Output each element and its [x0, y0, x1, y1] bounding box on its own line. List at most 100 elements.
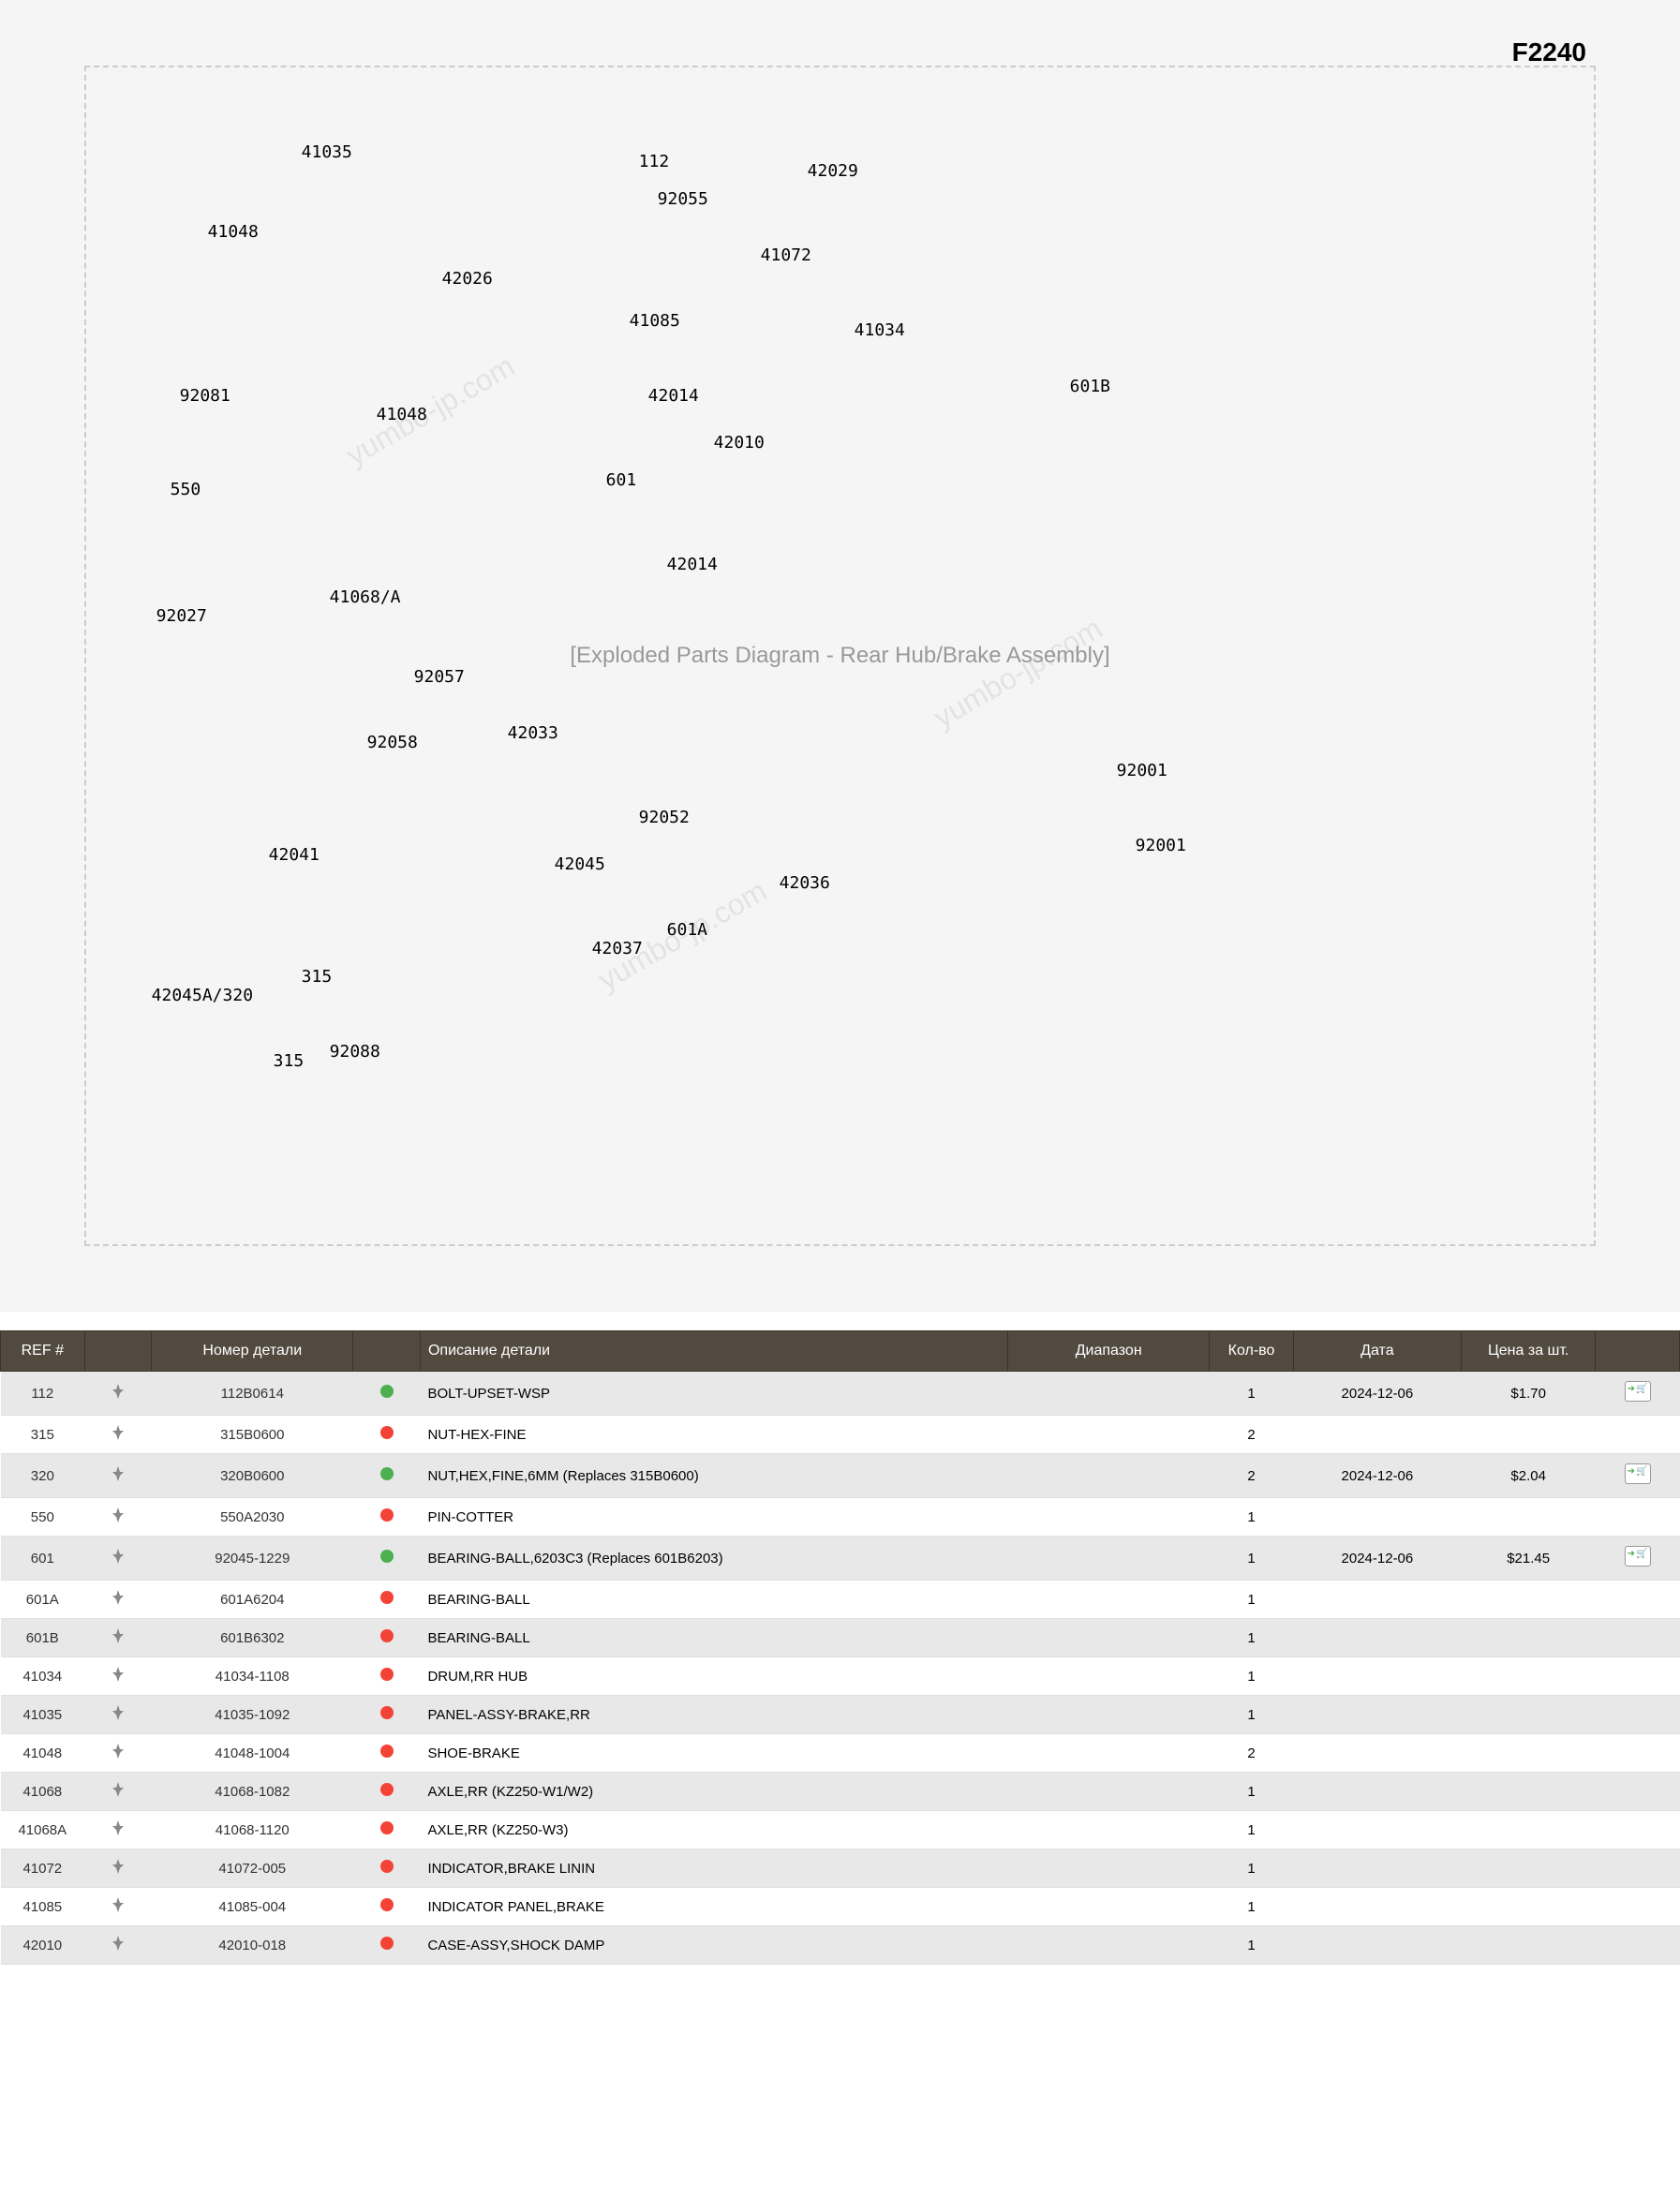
- cell-partno[interactable]: 601A6204: [152, 1581, 353, 1619]
- diagram-part-label[interactable]: 315: [274, 1051, 305, 1071]
- diagram-part-label[interactable]: 92001: [1117, 761, 1167, 780]
- diagram-part-label[interactable]: 92058: [367, 733, 418, 752]
- pin-icon[interactable]: [111, 1705, 126, 1720]
- diagram-part-label[interactable]: 601: [606, 470, 637, 490]
- diagram-part-label[interactable]: 315: [302, 967, 333, 987]
- diagram-part-label[interactable]: 92001: [1136, 836, 1186, 855]
- diagram-part-label[interactable]: 42041: [269, 845, 320, 865]
- add-to-cart-button[interactable]: [1625, 1463, 1651, 1484]
- diagram-part-label[interactable]: 601B: [1070, 377, 1110, 396]
- cell-partno[interactable]: 41072-005: [152, 1849, 353, 1888]
- cell-ref[interactable]: 41068: [1, 1773, 85, 1811]
- cell-ref[interactable]: 41072: [1, 1849, 85, 1888]
- cell-ref[interactable]: 112: [1, 1372, 85, 1416]
- cell-partno[interactable]: 320B0600: [152, 1454, 353, 1498]
- pin-icon[interactable]: [111, 1590, 126, 1605]
- status-unavailable-icon: [380, 1668, 394, 1681]
- diagram-part-label[interactable]: 41048: [208, 222, 259, 242]
- cell-partno[interactable]: 42010-018: [152, 1926, 353, 1965]
- diagram-part-label[interactable]: 42014: [667, 555, 718, 574]
- cell-ref[interactable]: 601: [1, 1537, 85, 1581]
- pin-icon[interactable]: [111, 1782, 126, 1797]
- exploded-diagram-image[interactable]: [Exploded Parts Diagram - Rear Hub/Brake…: [84, 66, 1597, 1246]
- header-date[interactable]: Дата: [1293, 1331, 1461, 1372]
- header-desc[interactable]: Описание детали: [420, 1331, 1007, 1372]
- diagram-part-label[interactable]: 42014: [648, 386, 699, 406]
- diagram-part-label[interactable]: 41072: [761, 245, 811, 265]
- cell-ref[interactable]: 41085: [1, 1888, 85, 1926]
- pin-icon[interactable]: [111, 1820, 126, 1835]
- cell-ref[interactable]: 601B: [1, 1619, 85, 1657]
- diagram-part-label[interactable]: 92055: [658, 189, 708, 209]
- cell-ref[interactable]: 315: [1, 1416, 85, 1454]
- diagram-part-label[interactable]: 42029: [808, 161, 858, 181]
- diagram-part-label[interactable]: 112: [639, 152, 670, 171]
- cell-partno[interactable]: 41068-1120: [152, 1811, 353, 1849]
- diagram-part-label[interactable]: 42037: [592, 939, 643, 958]
- pin-icon[interactable]: [111, 1466, 126, 1481]
- cell-partno[interactable]: 315B0600: [152, 1416, 353, 1454]
- diagram-part-label[interactable]: 92027: [156, 606, 207, 626]
- cell-pin: [84, 1657, 152, 1696]
- cell-ref[interactable]: 42010: [1, 1926, 85, 1965]
- cell-partno[interactable]: 41035-1092: [152, 1696, 353, 1734]
- diagram-part-label[interactable]: 42036: [780, 873, 830, 893]
- status-unavailable-icon: [380, 1821, 394, 1834]
- header-range[interactable]: Диапазон: [1008, 1331, 1210, 1372]
- cell-date: [1293, 1734, 1461, 1773]
- header-partno[interactable]: Номер детали: [152, 1331, 353, 1372]
- table-row: 601A601A6204BEARING-BALL1: [1, 1581, 1680, 1619]
- diagram-part-label[interactable]: 41034: [855, 320, 905, 340]
- diagram-part-label[interactable]: 550: [171, 480, 201, 499]
- cell-ref[interactable]: 41068A: [1, 1811, 85, 1849]
- cell-partno[interactable]: 41085-004: [152, 1888, 353, 1926]
- diagram-part-label[interactable]: 41048: [377, 405, 427, 424]
- diagram-part-label[interactable]: 601A: [667, 920, 707, 940]
- diagram-part-label[interactable]: 42045: [555, 854, 605, 874]
- table-row: 4103441034-1108DRUM,RR HUB1: [1, 1657, 1680, 1696]
- add-to-cart-button[interactable]: [1625, 1381, 1651, 1402]
- cell-ref[interactable]: 41048: [1, 1734, 85, 1773]
- diagram-part-label[interactable]: 92057: [414, 667, 465, 687]
- diagram-part-label[interactable]: 42010: [714, 433, 765, 453]
- cell-ref[interactable]: 41034: [1, 1657, 85, 1696]
- cell-partno[interactable]: 41068-1082: [152, 1773, 353, 1811]
- pin-icon[interactable]: [111, 1936, 126, 1951]
- cell-range: [1008, 1372, 1210, 1416]
- pin-icon[interactable]: [111, 1507, 126, 1522]
- pin-icon[interactable]: [111, 1425, 126, 1440]
- pin-icon[interactable]: [111, 1859, 126, 1874]
- diagram-part-label[interactable]: 92081: [180, 386, 230, 406]
- cell-qty: 1: [1210, 1849, 1294, 1888]
- cell-partno[interactable]: 41048-1004: [152, 1734, 353, 1773]
- status-unavailable-icon: [380, 1745, 394, 1758]
- cell-ref[interactable]: 601A: [1, 1581, 85, 1619]
- diagram-part-label[interactable]: 42033: [508, 723, 558, 743]
- diagram-part-label[interactable]: 41035: [302, 142, 352, 162]
- cell-ref[interactable]: 41035: [1, 1696, 85, 1734]
- cell-partno[interactable]: 112B0614: [152, 1372, 353, 1416]
- pin-icon[interactable]: [111, 1897, 126, 1912]
- cell-qty: 1: [1210, 1926, 1294, 1965]
- diagram-part-label[interactable]: 92052: [639, 808, 690, 827]
- diagram-part-label[interactable]: 42045A/320: [152, 986, 253, 1005]
- diagram-part-label[interactable]: 42026: [442, 269, 493, 289]
- diagram-part-label[interactable]: 41085: [630, 311, 680, 331]
- diagram-part-label[interactable]: 92088: [330, 1042, 380, 1062]
- pin-icon[interactable]: [111, 1549, 126, 1564]
- cell-ref[interactable]: 550: [1, 1498, 85, 1537]
- add-to-cart-button[interactable]: [1625, 1546, 1651, 1567]
- header-qty[interactable]: Кол-во: [1210, 1331, 1294, 1372]
- pin-icon[interactable]: [111, 1667, 126, 1682]
- cell-partno[interactable]: 92045-1229: [152, 1537, 353, 1581]
- header-ref[interactable]: REF #: [1, 1331, 85, 1372]
- diagram-part-label[interactable]: 41068/A: [330, 587, 401, 607]
- pin-icon[interactable]: [111, 1628, 126, 1643]
- cell-partno[interactable]: 41034-1108: [152, 1657, 353, 1696]
- pin-icon[interactable]: [111, 1384, 126, 1399]
- cell-partno[interactable]: 601B6302: [152, 1619, 353, 1657]
- cell-partno[interactable]: 550A2030: [152, 1498, 353, 1537]
- pin-icon[interactable]: [111, 1744, 126, 1759]
- cell-ref[interactable]: 320: [1, 1454, 85, 1498]
- header-price[interactable]: Цена за шт.: [1461, 1331, 1595, 1372]
